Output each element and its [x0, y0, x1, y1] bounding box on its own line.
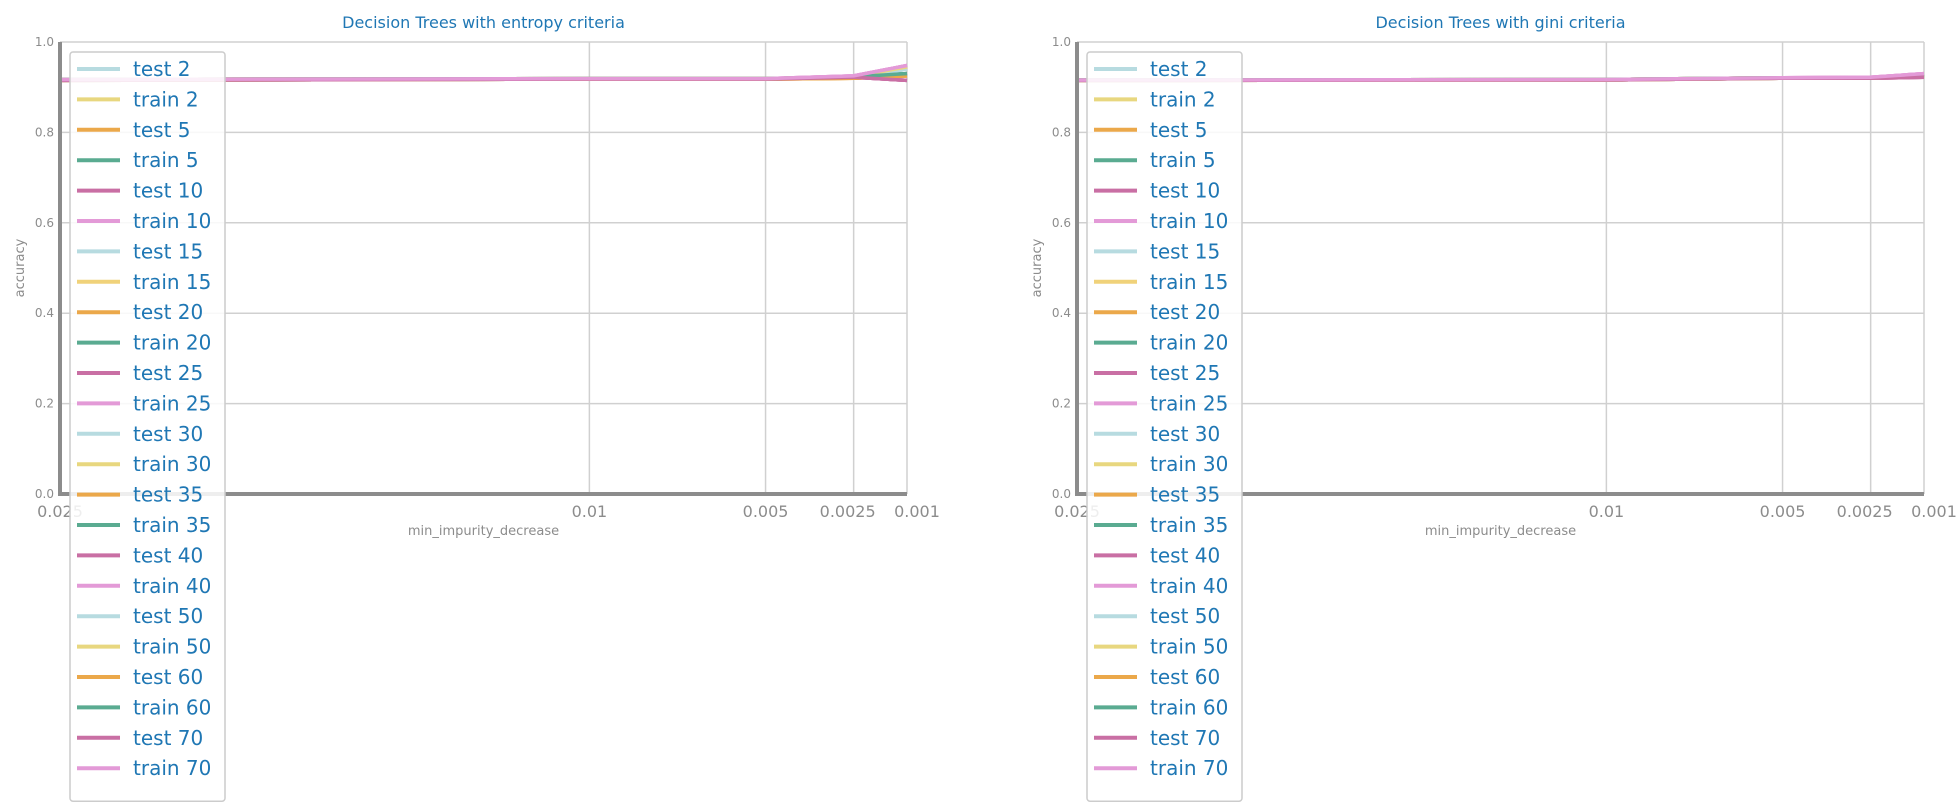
x-axis-label: min_impurity_decrease: [1425, 524, 1576, 539]
x-tick-label: 0.01: [572, 502, 608, 521]
legend-label: test 70: [133, 726, 203, 750]
y-tick-label: 0.4: [1052, 306, 1071, 320]
legend-label: train 60: [1150, 695, 1228, 719]
legend-label: test 5: [1150, 118, 1208, 142]
y-tick-label: 0.6: [1052, 216, 1071, 230]
legend-label: test 50: [1150, 604, 1220, 628]
legend-label: train 5: [133, 148, 199, 172]
legend-label: train 70: [1150, 756, 1228, 780]
legend-label: test 25: [133, 361, 203, 385]
legend-label: test 35: [1150, 483, 1220, 507]
legend-label: train 5: [1150, 148, 1216, 172]
x-tick-label: 0.0025: [820, 502, 876, 521]
legend-label: train 30: [1150, 452, 1228, 476]
legend-label: test 5: [133, 118, 191, 142]
legend-label: train 60: [133, 695, 211, 719]
legend-label: train 20: [133, 331, 211, 355]
legend-label: train 25: [133, 391, 211, 415]
y-tick-label: 0.2: [35, 397, 54, 411]
legend: test 2 train 2 test 5 train 5 test 10 train 1…: [1086, 51, 1243, 802]
legend-label: train 40: [1150, 574, 1228, 598]
series-line: [1076, 71, 1925, 82]
legend-label: train 15: [133, 270, 211, 294]
legend-label: train 35: [133, 513, 211, 537]
legend-box: [69, 51, 226, 802]
legend-label: train 50: [133, 635, 211, 659]
legend-label: test 50: [133, 604, 203, 628]
legend-label: test 60: [1150, 665, 1220, 689]
y-tick-label: 0.8: [35, 125, 54, 139]
y-tick-label: 0.2: [1052, 397, 1071, 411]
y-tick-label: 1.0: [1052, 35, 1071, 49]
y-axis-label: accuracy: [1030, 238, 1045, 297]
legend-label: train 10: [133, 209, 211, 233]
legend-box: [1086, 51, 1243, 802]
legend-label: train 35: [1150, 513, 1228, 537]
legend-label: test 60: [133, 665, 203, 689]
y-tick-label: 0.0: [1052, 487, 1071, 501]
chart-title: Decision Trees with entropy criteria: [342, 13, 625, 32]
x-axis-label: min_impurity_decrease: [408, 524, 559, 539]
x-tick-label: 0.01: [1589, 502, 1625, 521]
legend-label: test 25: [1150, 361, 1220, 385]
legend-label: test 30: [1150, 422, 1220, 446]
y-tick-label: 1.0: [35, 35, 54, 49]
x-tick-label: 0.001: [1911, 502, 1957, 521]
legend-label: test 30: [133, 422, 203, 446]
y-axis-label: accuracy: [13, 238, 28, 297]
legend-label: test 20: [133, 300, 203, 324]
y-tick-label: 0.6: [35, 216, 54, 230]
chart-title: Decision Trees with gini criteria: [1375, 13, 1625, 32]
legend-label: test 10: [133, 179, 203, 203]
legend-label: test 70: [1150, 726, 1220, 750]
chart-panel-2: Decision Trees with gini criteria 0.0 0.2 0…: [1030, 13, 1957, 802]
x-tick-label: 0.005: [1760, 502, 1806, 521]
legend-label: train 2: [133, 87, 199, 111]
legend-label: test 20: [1150, 300, 1220, 324]
legend-label: test 40: [1150, 543, 1220, 567]
x-tick-label: 0.005: [743, 502, 789, 521]
legend-label: test 10: [1150, 179, 1220, 203]
legend-label: train 10: [1150, 209, 1228, 233]
y-tick-label: 0.0: [35, 487, 54, 501]
legend-label: test 40: [133, 543, 203, 567]
legend-label: test 35: [133, 483, 203, 507]
legend-label: train 15: [1150, 270, 1228, 294]
y-tick-label: 0.8: [1052, 125, 1071, 139]
x-tick-label: 0.0025: [1837, 502, 1893, 521]
legend-label: train 50: [1150, 635, 1228, 659]
series-line: [59, 63, 908, 82]
legend-label: test 2: [133, 57, 191, 81]
legend-label: train 70: [133, 756, 211, 780]
y-tick-label: 0.4: [35, 306, 54, 320]
legend-label: train 20: [1150, 331, 1228, 355]
legend: test 2 train 2 test 5 train 5 test 10 train 1…: [69, 51, 226, 802]
legend-label: train 2: [1150, 87, 1216, 111]
x-tick-label: 0.001: [894, 502, 940, 521]
legend-label: test 2: [1150, 57, 1208, 81]
legend-label: test 15: [133, 239, 203, 263]
legend-label: train 30: [133, 452, 211, 476]
legend-label: test 15: [1150, 239, 1220, 263]
chart-panel-1: Decision Trees with entropy criteria0.00…: [13, 13, 940, 802]
legend-label: train 40: [133, 574, 211, 598]
legend-label: train 25: [1150, 391, 1228, 415]
